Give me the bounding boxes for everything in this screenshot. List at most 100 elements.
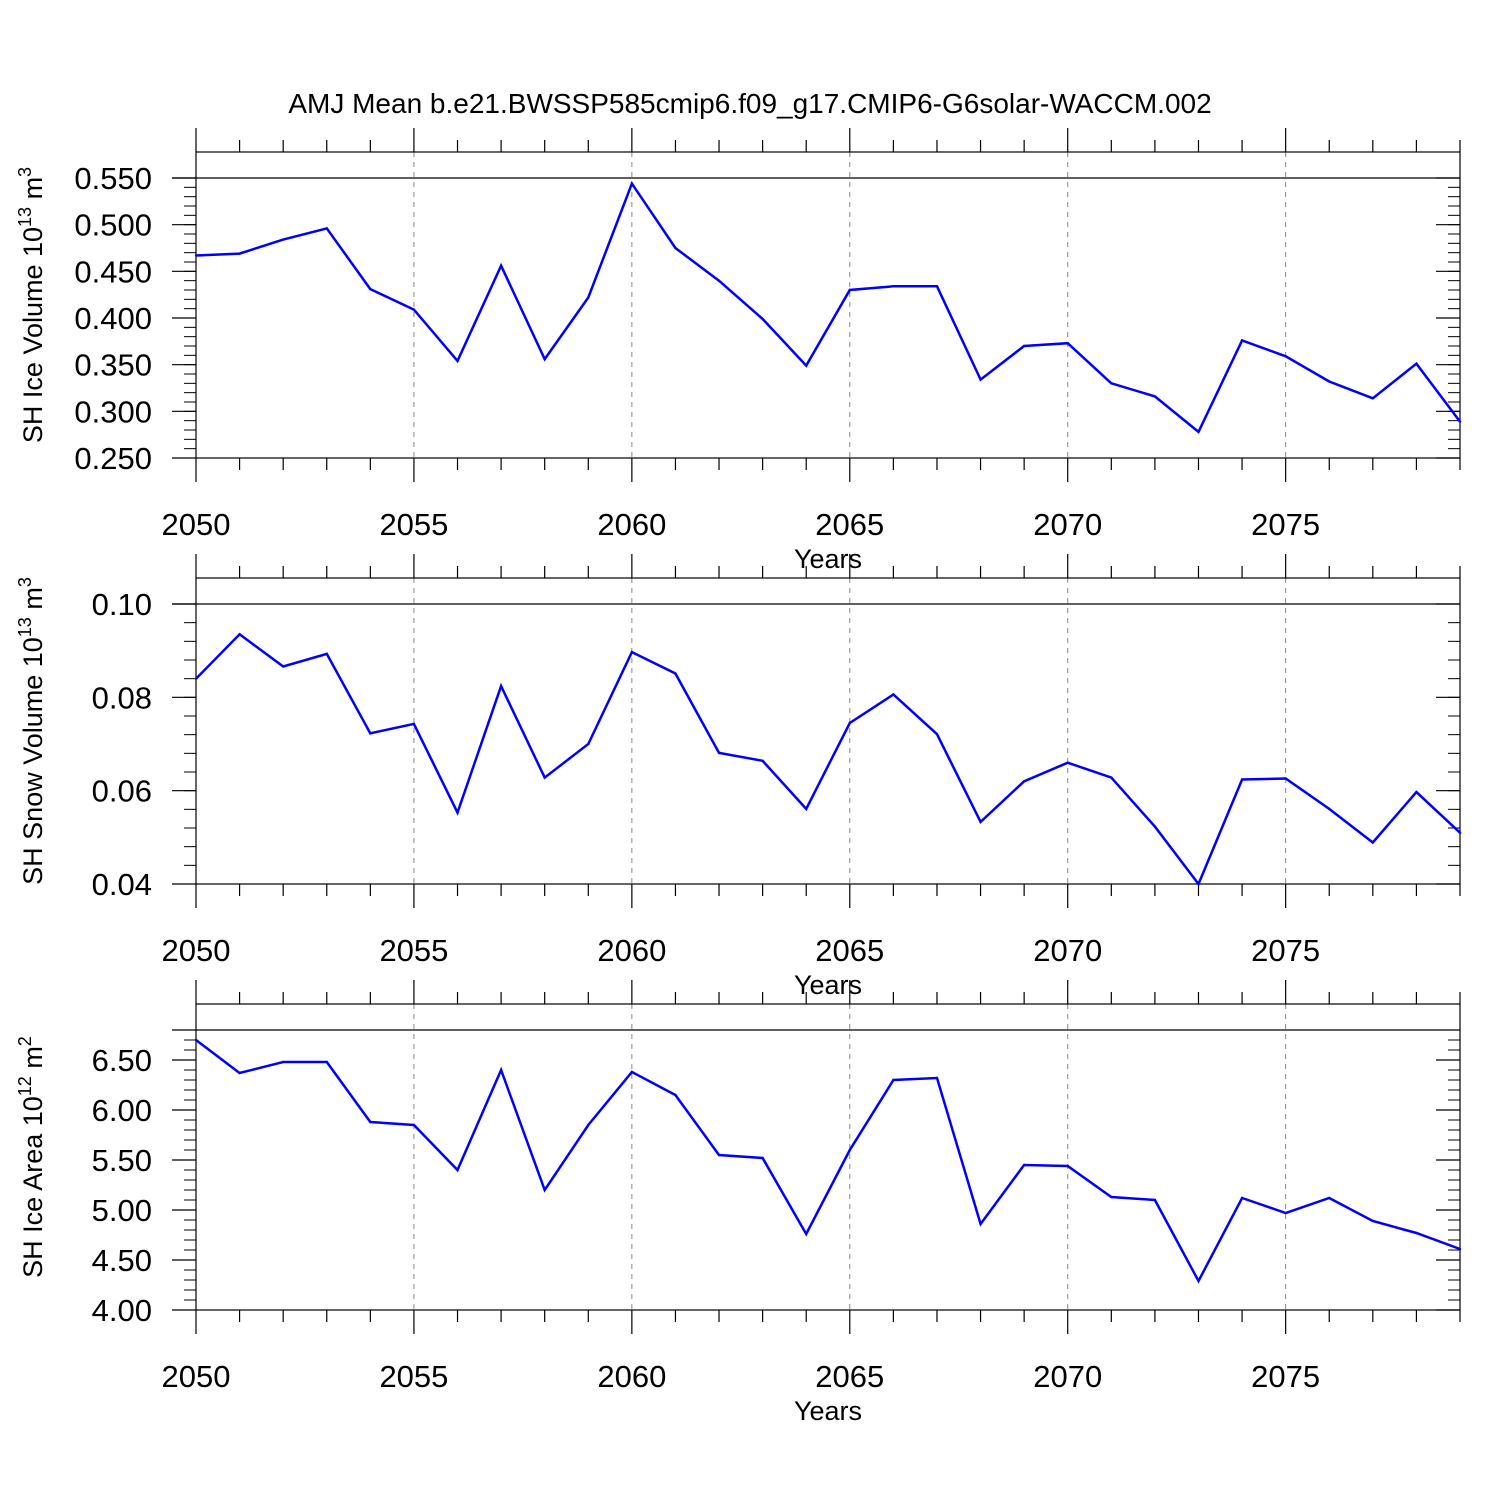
x-tick-label: 2055 (379, 507, 448, 542)
data-point (1240, 1196, 1244, 1200)
chart-title: AMJ Mean b.e21.BWSSP585cmip6.f09_g17.CMI… (288, 88, 1212, 119)
plot-panel-2: 0.04 0.06 0.08 0.10 2050 2055 2060 2065 2070 2075… (15, 554, 1462, 1000)
data-point (674, 672, 677, 675)
plot-panel-1: 0.250 0.300 0.350 0.400 0.450 0.500 0.550 2050 2… (15, 128, 1462, 574)
y-tick-label: 0.300 (74, 394, 152, 429)
data-point (674, 1093, 677, 1097)
plot-panel-3: 4.00 4.50 5.00 5.50 6.00 6.50 2050 2055 2060 2065… (15, 980, 1462, 1426)
plot-frame (195, 577, 1461, 885)
data-point (1110, 776, 1113, 779)
x-tick-label: 2075 (1251, 1359, 1320, 1394)
data-point (499, 1068, 503, 1072)
data-point (1153, 1198, 1157, 1202)
data-point (892, 285, 895, 288)
x-tick-label: 2050 (162, 933, 231, 968)
x-tick-label: 2070 (1033, 933, 1102, 968)
data-point (1240, 778, 1244, 781)
y-tick-label: 0.08 (92, 680, 152, 715)
data-point (1371, 841, 1375, 844)
data-point (979, 1222, 982, 1226)
x-tick-label: 2060 (597, 1359, 666, 1394)
data-point (935, 1076, 939, 1080)
x-tick-label: 2065 (815, 1359, 884, 1394)
x-tick-label: 2070 (1033, 1359, 1102, 1394)
data-point (543, 776, 546, 779)
data-point (674, 246, 677, 250)
x-tick-label: 2055 (379, 1359, 448, 1394)
data-point (935, 733, 939, 736)
y-tick-label: 6.50 (92, 1043, 152, 1078)
data-point (543, 1188, 546, 1192)
x-tick-label: 2070 (1033, 507, 1102, 542)
series-line (195, 180, 1461, 434)
y-tick-label: 6.00 (92, 1093, 152, 1128)
data-point (717, 1153, 721, 1157)
data-point (238, 633, 241, 636)
data-point (499, 684, 503, 688)
data-point (979, 378, 982, 381)
data-point (805, 1232, 808, 1236)
x-tick-label: 2050 (162, 507, 231, 542)
data-point (979, 820, 982, 824)
data-point (1415, 362, 1418, 365)
y-tick-label: 4.50 (92, 1243, 152, 1278)
data-point (1371, 1219, 1375, 1223)
data-point (369, 1120, 372, 1124)
data-point (630, 650, 634, 654)
data-point (1284, 355, 1287, 358)
data-point (456, 359, 459, 363)
y-tick-label: 0.500 (74, 208, 152, 243)
y-tick-label: 5.50 (92, 1143, 152, 1178)
data-point (1458, 831, 1462, 834)
data-point (761, 759, 764, 762)
data-point (412, 308, 416, 311)
y-tick-label: 4.00 (92, 1293, 152, 1328)
data-point (1458, 1247, 1462, 1251)
data-point (1415, 790, 1418, 794)
x-tick-label: 2065 (815, 933, 884, 968)
data-point (892, 1078, 895, 1082)
data-point (1197, 1279, 1200, 1283)
data-point (1066, 1164, 1069, 1168)
data-point (587, 742, 590, 746)
data-point (892, 693, 895, 696)
x-axis-label: Years (794, 544, 862, 574)
data-point (1153, 395, 1157, 398)
data-point (1110, 382, 1113, 385)
x-tick-label: 2075 (1251, 933, 1320, 968)
y-axis-label: SH Snow Volume 1013 m3 (15, 577, 48, 885)
data-point (848, 288, 851, 292)
data-point (194, 1038, 198, 1042)
data-point (369, 732, 372, 735)
plot-frame (195, 1003, 1461, 1311)
data-point (369, 287, 372, 291)
data-point (543, 357, 546, 361)
y-tick-label: 0.450 (74, 254, 152, 289)
data-point (1022, 344, 1026, 348)
data-point (717, 279, 721, 282)
x-tick-label: 2065 (815, 507, 884, 542)
plot-frame (195, 151, 1461, 459)
data-point (1284, 777, 1287, 780)
data-point (1066, 761, 1069, 764)
data-point (281, 1060, 285, 1064)
data-point (1328, 380, 1331, 383)
y-axis-label: SH Ice Area 1012 m2 (15, 1036, 48, 1278)
data-point (1371, 397, 1375, 400)
data-point (1153, 825, 1157, 828)
y-tick-label: 0.06 (92, 774, 152, 809)
x-tick-label: 2075 (1251, 507, 1320, 542)
x-tick-label: 2050 (162, 1359, 231, 1394)
y-tick-label: 0.250 (74, 441, 152, 476)
data-point (412, 1123, 416, 1127)
data-point (848, 1148, 851, 1152)
data-point (761, 317, 764, 321)
data-point (630, 182, 634, 185)
x-tick-label: 2060 (597, 933, 666, 968)
data-point (456, 1168, 459, 1172)
y-tick-label: 0.400 (74, 301, 152, 336)
data-point (325, 227, 328, 230)
y-tick-label: 5.00 (92, 1193, 152, 1228)
y-axis-label: SH Ice Volume 1013 m3 (15, 167, 48, 443)
